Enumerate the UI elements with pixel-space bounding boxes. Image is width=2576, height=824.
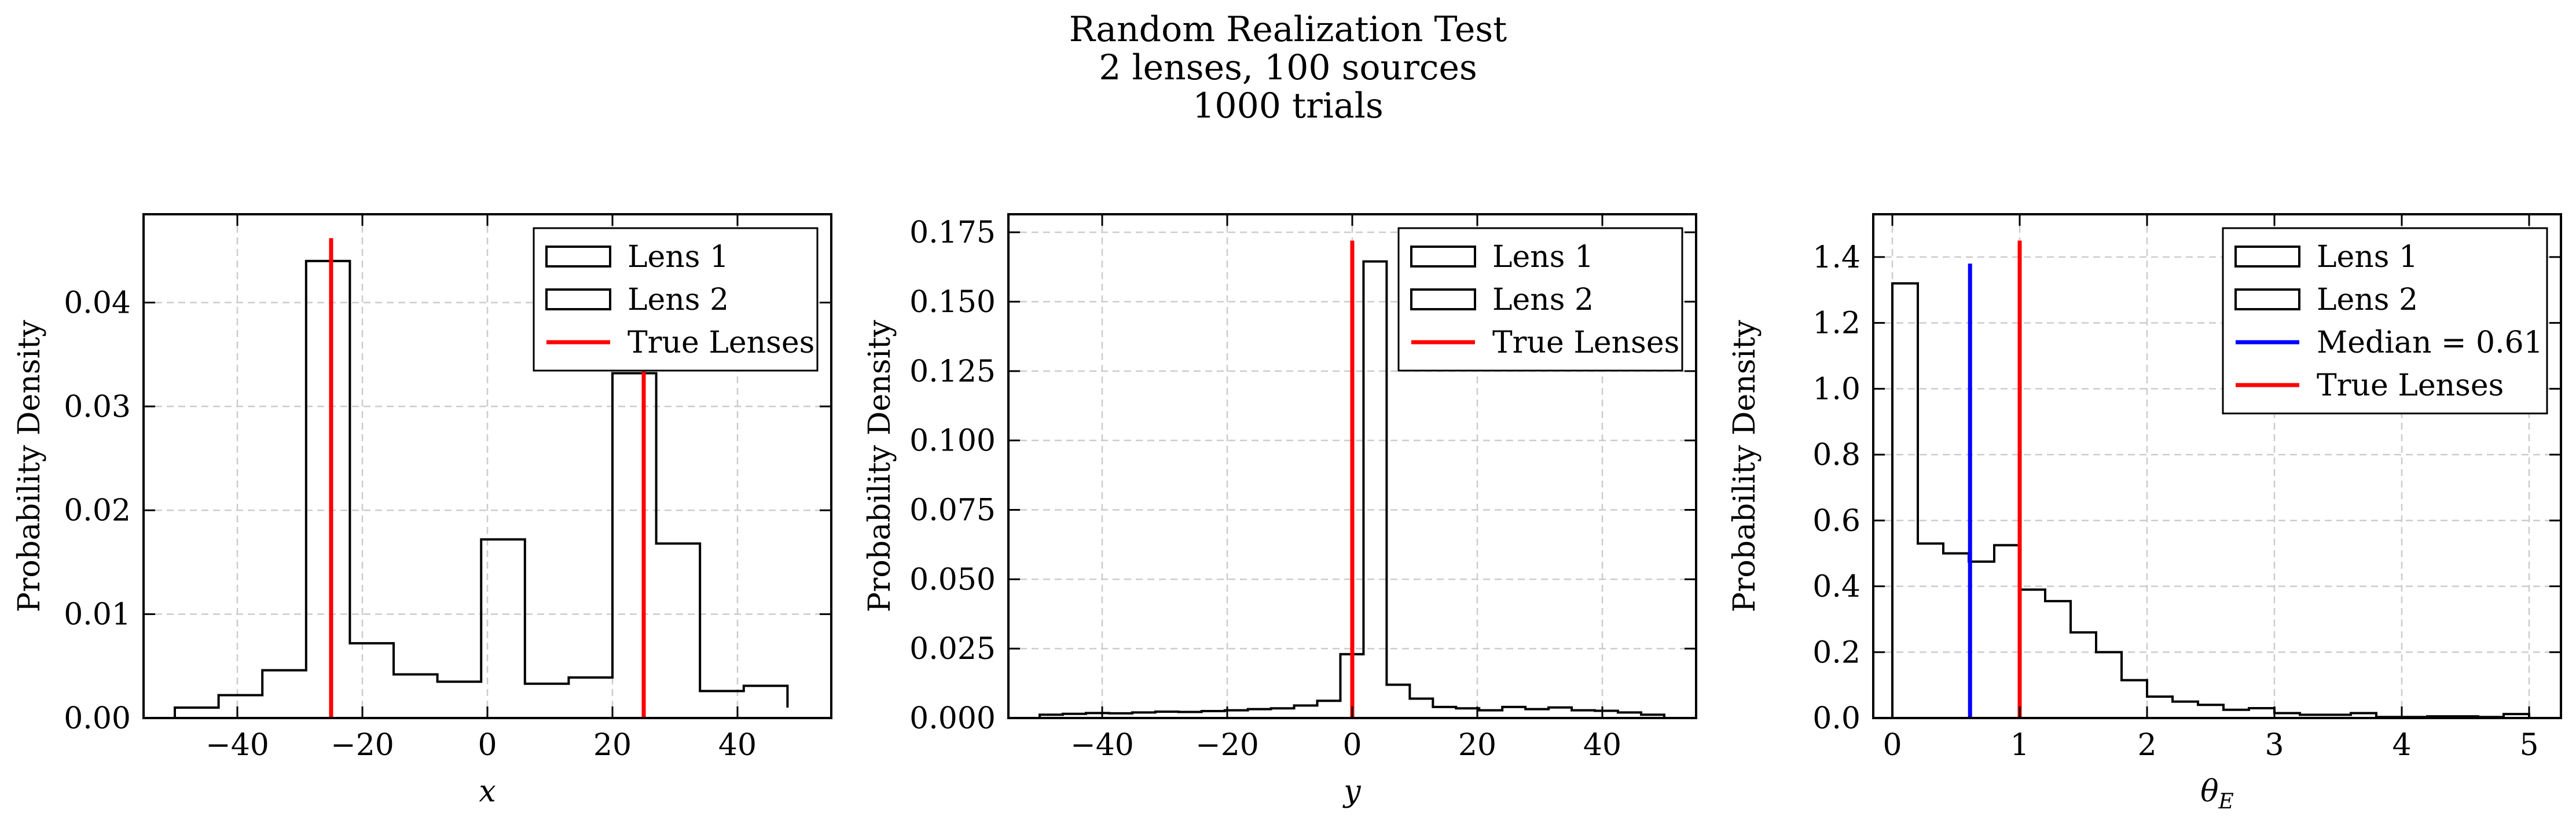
chart3-legend-handle-2	[2234, 288, 2300, 310]
chart2-legend-label-2: Lens 2	[1492, 283, 1594, 317]
chart1-y-tick-label: 0.03	[64, 390, 131, 424]
chart2-x-tick-label: −20	[1195, 728, 1259, 763]
chart1-legend-label-3: True Lenses	[628, 325, 814, 360]
chart2-y-axis-label: Probability Density	[863, 320, 897, 613]
chart1-legend-handle-1	[545, 246, 611, 268]
chart1-x-tick-label: 20	[593, 728, 632, 763]
chart1-legend-box	[533, 227, 819, 372]
figure-title-line-1: Random Realization Test	[1069, 9, 1507, 50]
chart2-y-tick-label: 0.150	[909, 285, 996, 320]
chart1-x-tick-label: 0	[478, 728, 497, 763]
chart3-x-tick-label: 3	[2265, 728, 2284, 763]
chart3-axes-frame	[1872, 213, 2562, 719]
chart2-x-tick-label: −40	[1070, 728, 1134, 763]
chart3-x-tick-label: 4	[2392, 728, 2411, 763]
chart1-histogram-series-1	[174, 259, 789, 718]
chart1-y-tick-label: 0.00	[64, 701, 131, 736]
chart2-y-tick-label: 0.175	[909, 215, 996, 250]
chart1-x-axis-label: x	[479, 774, 496, 809]
chart1-y-tick-label: 0.04	[64, 285, 131, 320]
chart2-y-tick-label: 0.000	[909, 701, 996, 736]
chart1-x-tick-label: 40	[718, 728, 757, 763]
chart2-y-tick-label: 0.075	[909, 493, 996, 528]
chart3-y-axis-label: Probability Density	[1727, 320, 1762, 613]
chart3-legend-handle-1	[2234, 246, 2300, 268]
chart3-y-tick-label: 0.6	[1812, 504, 1861, 539]
chart3-y-tick-label: 0.2	[1812, 635, 1861, 670]
chart1-y-tick-label: 0.02	[64, 493, 131, 528]
chart3-y-tick-label: 1.4	[1812, 240, 1861, 275]
chart3-y-tick-label: 0.8	[1812, 438, 1861, 473]
chart2-legend-handle-2	[1410, 288, 1476, 310]
chart1-legend-handle-2	[545, 288, 611, 310]
chart3-x-axis-label: θE	[2200, 774, 2234, 814]
chart2-legend-label-1: Lens 1	[1492, 240, 1594, 274]
chart2-x-tick-label: 40	[1583, 728, 1621, 763]
chart3-y-tick-label: 0.0	[1812, 701, 1861, 736]
chart2-y-tick-label: 0.100	[909, 424, 996, 459]
figure-title-line-3: 1000 trials	[1192, 86, 1384, 126]
chart2-legend-label-3: True Lenses	[1492, 325, 1679, 360]
chart3-x-tick-label: 0	[1883, 728, 1902, 763]
chart2-x-axis-label: y	[1342, 774, 1361, 809]
chart3-x-tick-label: 1	[2010, 728, 2029, 763]
chart1-legend-label-2: Lens 2	[628, 283, 729, 317]
chart2-legend-box	[1397, 227, 1683, 372]
chart2-y-tick-label: 0.125	[909, 354, 996, 389]
chart3-legend-label-2: Lens 2	[2317, 283, 2418, 317]
chart3-y-tick-label: 1.0	[1812, 372, 1861, 406]
chart3-x-tick-label: 2	[2137, 728, 2156, 763]
chart3-y-tick-label: 1.2	[1812, 306, 1861, 341]
chart1-legend-label-1: Lens 1	[628, 240, 729, 274]
chart1-y-tick-label: 0.01	[64, 598, 131, 632]
chart1-x-tick-label: −40	[206, 728, 269, 763]
chart2-y-tick-label: 0.025	[909, 632, 996, 666]
chart3-x-axis-label-subscript: E	[2218, 790, 2234, 814]
chart1-x-tick-label: −20	[331, 728, 394, 763]
chart3-legend-label-1: Lens 1	[2317, 240, 2418, 274]
figure-title: Random Realization Test 2 lenses, 100 so…	[0, 10, 2576, 125]
figure-title-line-2: 2 lenses, 100 sources	[1099, 47, 1477, 88]
chart1-y-axis-label: Probability Density	[12, 320, 47, 613]
chart2-y-tick-label: 0.050	[909, 562, 996, 597]
chart3-y-tick-label: 0.4	[1812, 570, 1861, 605]
chart2-legend-handle-1	[1410, 246, 1476, 268]
chart3-legend-label-3: Median = 0.61	[2317, 325, 2543, 360]
chart3-legend-label-4: True Lenses	[2317, 368, 2504, 403]
chart2-x-tick-label: 20	[1458, 728, 1496, 763]
chart2-x-tick-label: 0	[1342, 728, 1362, 763]
chart3-legend-box	[2222, 227, 2548, 415]
chart3-x-tick-label: 5	[2519, 728, 2538, 763]
